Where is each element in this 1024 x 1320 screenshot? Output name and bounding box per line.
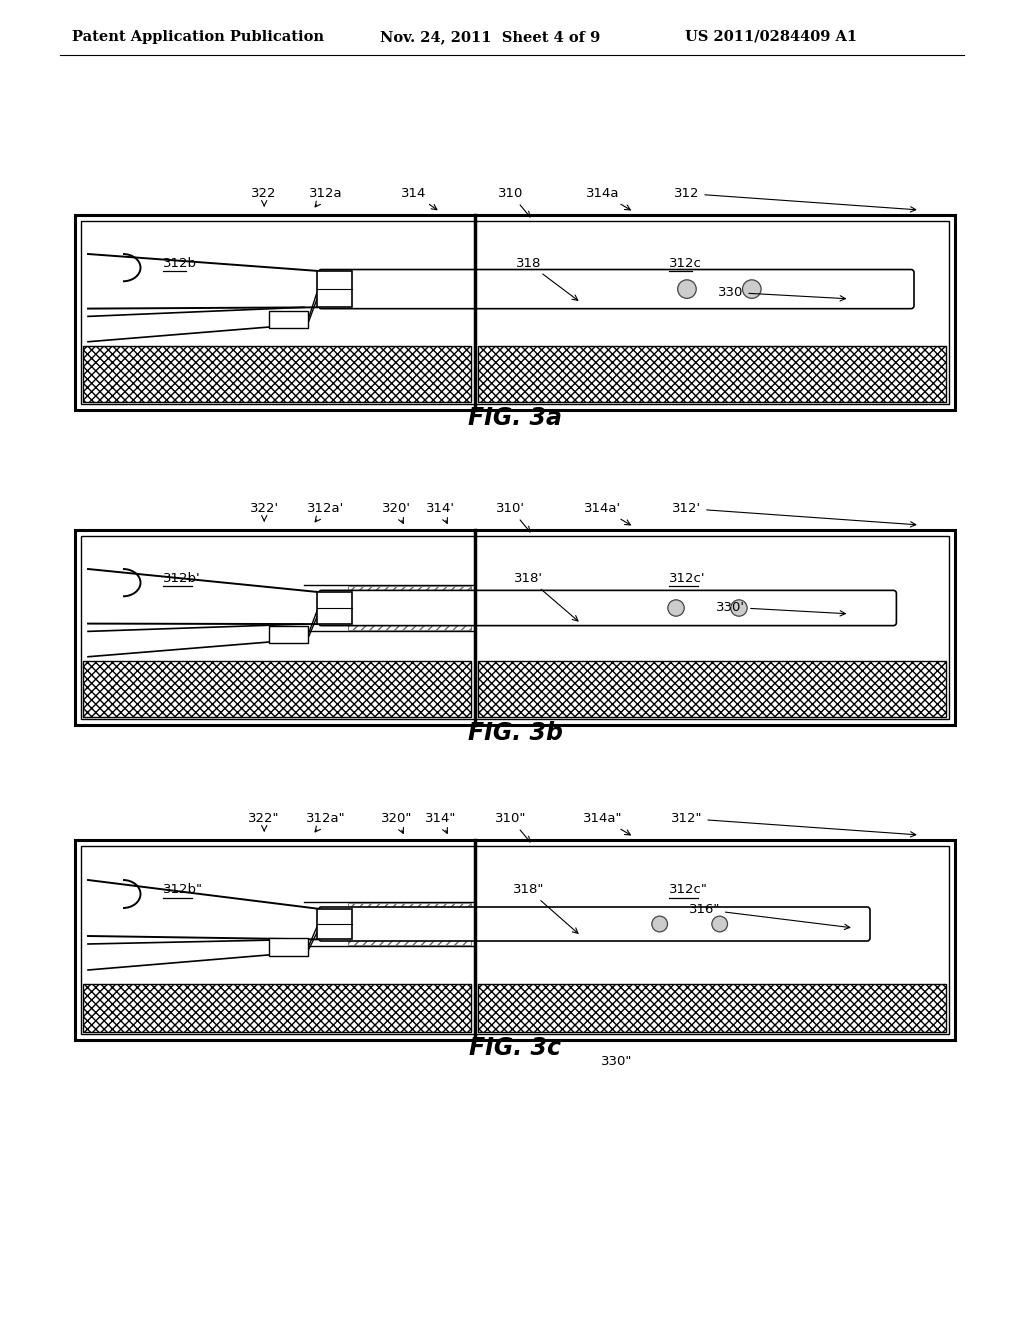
Text: 318': 318': [514, 572, 578, 620]
Text: 310': 310': [496, 502, 530, 532]
Text: 312a: 312a: [309, 187, 343, 207]
Bar: [478, 346, 946, 403]
Text: 322': 322': [250, 502, 279, 521]
Circle shape: [731, 599, 748, 616]
Text: 312b": 312b": [163, 883, 203, 896]
Text: 330': 330': [716, 601, 846, 616]
Bar: [348, 586, 471, 594]
Text: Patent Application Publication: Patent Application Publication: [72, 30, 324, 44]
Text: 310: 310: [498, 187, 530, 216]
Bar: [348, 939, 471, 945]
Circle shape: [652, 916, 668, 932]
Bar: [81, 846, 949, 1034]
Text: 312a": 312a": [306, 812, 346, 832]
Text: 312b': 312b': [163, 572, 201, 585]
Bar: [268, 310, 308, 329]
Text: 318": 318": [513, 883, 578, 933]
Text: 314": 314": [425, 812, 456, 833]
Text: 318: 318: [515, 256, 578, 301]
Text: 312c': 312c': [669, 572, 706, 585]
Text: 322: 322: [252, 187, 276, 206]
Bar: [478, 983, 946, 1032]
Text: 322": 322": [249, 812, 280, 832]
Bar: [83, 983, 471, 1032]
Text: US 2011/0284409 A1: US 2011/0284409 A1: [685, 30, 857, 44]
Bar: [268, 939, 308, 956]
Text: 312a': 312a': [307, 502, 344, 521]
Text: 320": 320": [381, 812, 412, 833]
Circle shape: [712, 916, 727, 932]
Text: 330: 330: [718, 286, 846, 301]
Text: 312: 312: [674, 187, 915, 213]
Text: 320': 320': [382, 502, 411, 523]
FancyBboxPatch shape: [318, 907, 870, 941]
Bar: [75, 531, 955, 725]
Bar: [348, 903, 471, 909]
Text: 314a": 314a": [584, 812, 631, 836]
Text: 314a: 314a: [587, 187, 631, 210]
Text: 312": 312": [671, 812, 915, 837]
FancyBboxPatch shape: [318, 590, 896, 626]
Text: 310": 310": [495, 812, 530, 842]
Bar: [75, 215, 955, 411]
Bar: [317, 591, 352, 624]
Text: 312': 312': [672, 502, 915, 527]
Text: 312c": 312c": [669, 883, 708, 896]
Circle shape: [678, 280, 696, 298]
Circle shape: [668, 599, 684, 616]
FancyBboxPatch shape: [318, 269, 914, 309]
Text: 314: 314: [401, 187, 437, 210]
Bar: [268, 626, 308, 643]
Bar: [317, 908, 352, 940]
Text: 330": 330": [600, 1055, 632, 1068]
Bar: [317, 271, 352, 308]
Bar: [75, 840, 955, 1040]
Text: FIG. 3b: FIG. 3b: [468, 721, 562, 744]
Text: 316": 316": [688, 903, 850, 929]
Text: FIG. 3c: FIG. 3c: [469, 1036, 561, 1060]
Circle shape: [742, 280, 761, 298]
Bar: [81, 536, 949, 719]
Bar: [348, 623, 471, 630]
Text: FIG. 3a: FIG. 3a: [468, 407, 562, 430]
Bar: [83, 346, 471, 403]
Bar: [83, 660, 471, 717]
Bar: [81, 220, 949, 404]
Text: 312b: 312b: [163, 256, 197, 269]
Text: 314a': 314a': [585, 502, 631, 525]
Text: 314': 314': [426, 502, 455, 523]
Text: Nov. 24, 2011  Sheet 4 of 9: Nov. 24, 2011 Sheet 4 of 9: [380, 30, 600, 44]
Bar: [478, 660, 946, 717]
Text: 312c: 312c: [669, 256, 701, 269]
